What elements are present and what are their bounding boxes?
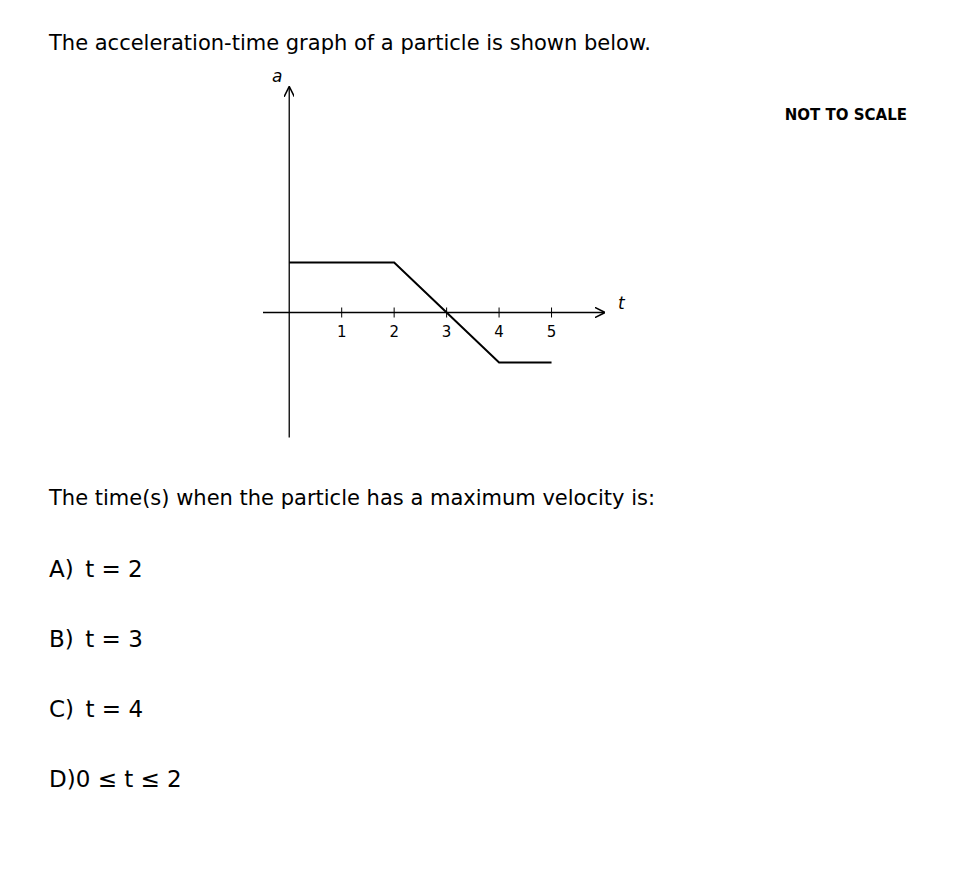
- x-axis-label: t: [618, 293, 626, 313]
- x-tick: [341, 308, 342, 318]
- y-axis-label: a: [272, 66, 282, 86]
- x-tick-label: 4: [494, 323, 504, 341]
- question: The time(s) when the particle has a maxi…: [48, 486, 655, 510]
- x-tick: [499, 308, 500, 318]
- option: D)0 ≤ t ≤ 2: [49, 766, 182, 792]
- x-tick-label: 1: [337, 323, 347, 341]
- data-line: [289, 263, 551, 363]
- chart-container: The acceleration-time graph of a particl…: [0, 0, 975, 875]
- option: B) t = 3: [49, 626, 143, 652]
- x-tick-label: 2: [389, 323, 399, 341]
- x-tick: [394, 308, 395, 318]
- annotation: NOT TO SCALE: [785, 106, 907, 124]
- x-axis: [263, 312, 604, 313]
- chart: The acceleration-time graph of a particl…: [0, 0, 975, 875]
- x-tick-label: 3: [442, 323, 452, 341]
- x-tick: [551, 308, 552, 318]
- plot-area: [289, 263, 551, 363]
- option: C) t = 4: [49, 696, 143, 722]
- option: A) t = 2: [49, 556, 143, 582]
- x-tick-label: 5: [547, 323, 557, 341]
- title: The acceleration-time graph of a particl…: [48, 31, 651, 55]
